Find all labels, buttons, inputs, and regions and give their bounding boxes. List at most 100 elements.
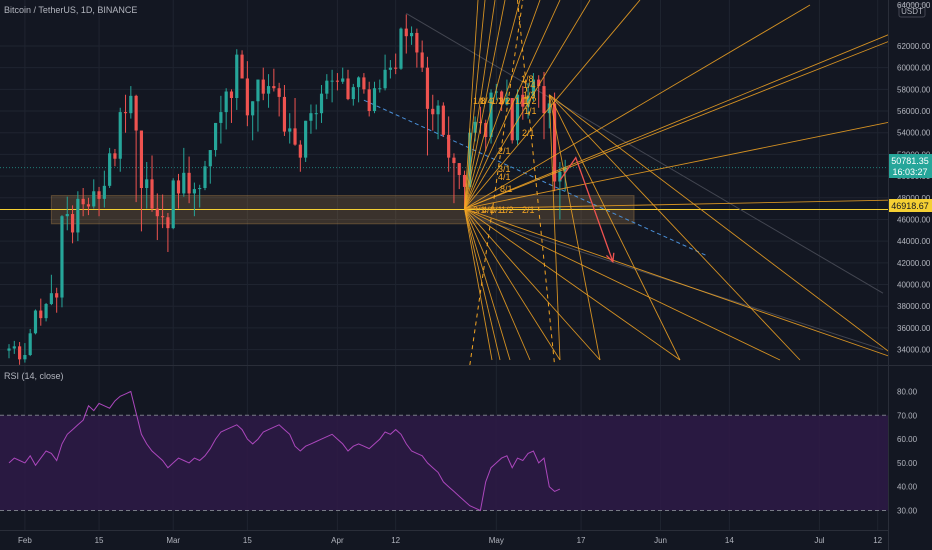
level-price-label: 46918.67 (891, 201, 929, 211)
candle-body-44 (240, 54, 244, 79)
candle-body-70 (378, 88, 382, 90)
forecast-arrow-path (559, 156, 614, 262)
candle-body-67 (362, 77, 366, 90)
symbol-title[interactable]: Bitcoin / TetherUS, 1D, BINANCE (4, 5, 137, 15)
fan-label-12: 1/2 (524, 96, 537, 106)
candle-body-13 (76, 198, 80, 233)
price-tick-4: 54000.00 (897, 129, 931, 138)
candle-body-0 (7, 348, 11, 351)
candle-body-15 (86, 204, 91, 207)
fan-line-8 (464, 0, 541, 209)
candle-body-61 (330, 80, 334, 82)
candle-body-50 (272, 86, 276, 89)
candle-body-41 (224, 91, 228, 113)
candle-body-32 (176, 180, 181, 194)
price-tick-13: 36000.00 (897, 324, 931, 333)
candle-body-86 (462, 174, 467, 187)
current-price-badge: 50781.35 16:03:27 (889, 154, 932, 178)
candle-body-93 (500, 91, 504, 105)
candle-body-91 (489, 92, 493, 138)
fan-label-9: 1/8 (521, 74, 534, 84)
time-tick-1: 15 (95, 536, 104, 545)
fan-line-7 (464, 0, 561, 209)
price-tick-0: 62000.00 (897, 42, 931, 51)
fan-label-16: 4/1 (482, 205, 495, 215)
candle-body-21 (118, 112, 122, 159)
price-tick-12: 38000.00 (897, 302, 931, 311)
channel-upper (406, 12, 884, 294)
candle-body-55 (298, 144, 302, 158)
fan-label-10: 1/4 (523, 80, 536, 90)
fan-label-3: 1/2 (498, 96, 511, 106)
candle-body-8 (49, 293, 53, 305)
candle-body-80 (431, 108, 435, 115)
candle-body-66 (357, 77, 361, 88)
candle-body-81 (436, 105, 440, 115)
fan-label-11: 1/3 (523, 90, 536, 100)
candle-body-23 (129, 95, 133, 114)
candle-body-37 (203, 166, 207, 189)
fan-label-6: 3/1 (498, 164, 511, 174)
level-price-badge: 46918.67 (889, 199, 932, 212)
candle-body-71 (383, 69, 387, 89)
candle-body-35 (192, 189, 196, 194)
fan2-line-2 (548, 94, 681, 361)
time-tick-4: Apr (331, 536, 344, 545)
fan2-line-1 (548, 94, 801, 361)
candle-body-6 (39, 310, 43, 319)
time-tick-0: Feb (18, 536, 32, 545)
candle-body-82 (441, 105, 445, 135)
candle-body-19 (108, 153, 112, 186)
candle-body-31 (171, 180, 175, 229)
candle-body-84 (452, 157, 456, 164)
candle-body-42 (229, 91, 234, 99)
fan-label-19: 2/1 (522, 205, 535, 215)
rsi-tick-2: 60.00 (897, 435, 918, 444)
fan-label-1: 1/4 (480, 96, 493, 106)
price-tick-10: 42000.00 (897, 259, 931, 268)
candle-body-39 (213, 122, 218, 151)
candle-body-47 (256, 79, 260, 102)
price-tick-14: 34000.00 (897, 346, 931, 355)
time-tick-3: 15 (243, 536, 252, 545)
candle-body-25 (139, 130, 144, 189)
rsi-pane (0, 390, 888, 512)
fan2-line-0 (549, 94, 888, 352)
candle-body-29 (161, 216, 165, 218)
candle-body-77 (415, 32, 419, 53)
candle-body-9 (55, 293, 59, 298)
candle-body-18 (102, 185, 106, 199)
fan-line-5 (464, 0, 641, 209)
candle-body-20 (113, 153, 117, 159)
rsi-line (8, 390, 561, 512)
candle-body-7 (44, 304, 48, 319)
candle-body-33 (182, 172, 186, 194)
candle-body-51 (277, 88, 281, 97)
candle-body-87 (468, 132, 472, 187)
fan-label-8: 8/1 (500, 184, 513, 194)
fan-line-11 (464, 0, 496, 209)
candle-body-24 (134, 95, 138, 131)
support-zone-layer (0, 167, 888, 225)
price-tick-11: 40000.00 (897, 281, 931, 290)
fan-line-12 (464, 0, 486, 209)
candle-body-17 (97, 191, 101, 199)
candle-body-38 (208, 150, 212, 167)
time-tick-5: 12 (391, 536, 400, 545)
candle-body-64 (346, 78, 350, 100)
candle-body-101 (542, 86, 546, 114)
candle-body-73 (394, 67, 398, 69)
candle-body-69 (372, 88, 377, 112)
candle-body-22 (123, 112, 128, 114)
rsi-tick-4: 40.00 (897, 483, 918, 492)
currency-button[interactable]: USDT (898, 3, 926, 18)
time-tick-10: Jul (814, 536, 824, 545)
candle-body-83 (447, 134, 451, 158)
fan-line-6 (464, 0, 591, 209)
candle-body-11 (65, 214, 69, 217)
fan-line-20 (464, 208, 511, 361)
rsi-title[interactable]: RSI (14, close) (4, 371, 64, 381)
currency-label: USDT (901, 7, 923, 16)
candle-body-88 (473, 121, 477, 133)
